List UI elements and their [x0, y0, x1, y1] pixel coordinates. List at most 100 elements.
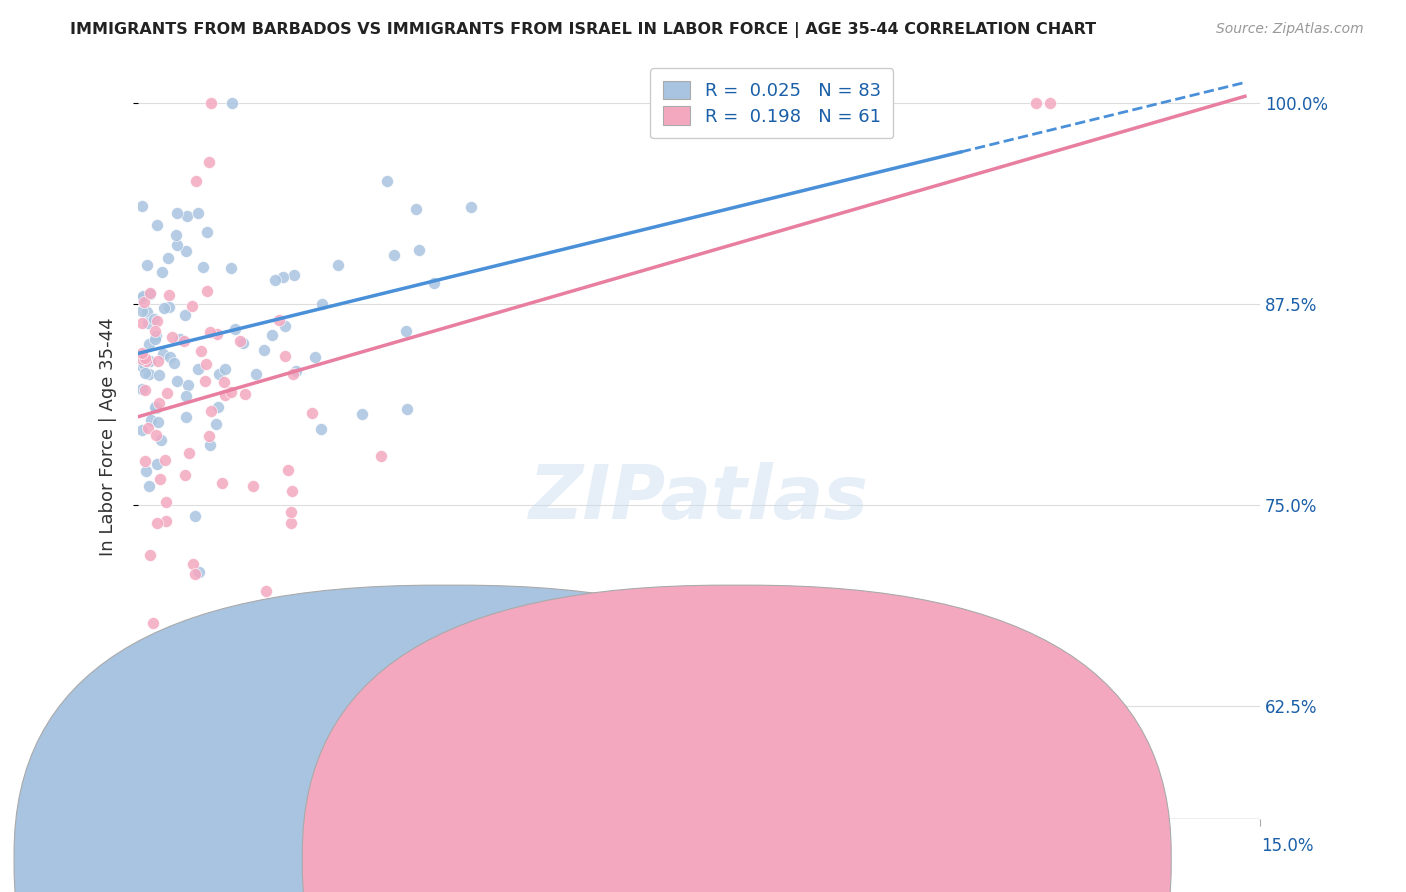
Point: [405, 202, 427, 216]
Point: [232, 335, 254, 350]
Point: [146, 314, 169, 328]
Point: [152, 347, 174, 361]
Point: [214, 375, 236, 389]
Point: [200, 404, 222, 418]
Point: [142, 615, 165, 630]
Point: [195, 284, 218, 298]
Point: [143, 324, 166, 338]
Point: [183, 566, 205, 581]
Point: [136, 305, 159, 319]
Point: [174, 308, 197, 322]
Point: [191, 260, 214, 274]
Point: [148, 396, 170, 410]
Point: [146, 516, 169, 530]
Point: [131, 351, 153, 366]
Point: [187, 206, 209, 220]
Point: [156, 386, 179, 401]
Point: [157, 300, 180, 314]
Point: [138, 336, 160, 351]
Point: [174, 389, 197, 403]
Point: [174, 467, 197, 482]
Point: [198, 429, 221, 443]
Point: [184, 508, 207, 523]
Point: [253, 343, 276, 357]
Text: Source: ZipAtlas.com: Source: ZipAtlas.com: [1216, 22, 1364, 37]
Point: [200, 325, 222, 339]
Point: [283, 368, 305, 382]
Point: [132, 294, 155, 309]
Point: [395, 402, 418, 417]
Point: [148, 368, 170, 383]
Point: [309, 422, 332, 436]
Point: [135, 464, 157, 478]
Point: [153, 301, 176, 315]
Point: [177, 446, 200, 460]
Point: [269, 312, 291, 326]
Point: [304, 350, 326, 364]
Point: [301, 407, 323, 421]
Point: [131, 303, 153, 318]
Point: [190, 343, 212, 358]
Point: [166, 206, 188, 220]
Point: [138, 479, 160, 493]
Point: [254, 584, 277, 599]
Point: [134, 454, 156, 468]
Point: [145, 400, 167, 414]
Point: [165, 228, 187, 243]
Point: [146, 457, 169, 471]
Point: [382, 247, 405, 261]
Point: [177, 377, 200, 392]
Point: [233, 387, 256, 401]
Point: [221, 96, 243, 111]
Point: [350, 407, 373, 421]
Point: [132, 289, 155, 303]
Point: [143, 332, 166, 346]
Legend: R =  0.025   N = 83, R =  0.198   N = 61: R = 0.025 N = 83, R = 0.198 N = 61: [651, 68, 893, 138]
Point: [166, 238, 188, 252]
Point: [145, 428, 167, 442]
Point: [245, 367, 267, 381]
Point: [159, 350, 181, 364]
Point: [284, 364, 307, 378]
Point: [131, 423, 153, 437]
Point: [195, 226, 218, 240]
Point: [134, 367, 156, 381]
Point: [207, 401, 229, 415]
Point: [138, 367, 160, 381]
Text: Immigrants from Israel: Immigrants from Israel: [727, 850, 918, 868]
Point: [139, 548, 162, 562]
Point: [194, 357, 217, 371]
Y-axis label: In Labor Force | Age 35-44: In Labor Force | Age 35-44: [100, 318, 117, 557]
Point: [283, 268, 305, 282]
Point: [156, 251, 179, 265]
Point: [139, 287, 162, 301]
Point: [138, 354, 160, 368]
Point: [148, 353, 170, 368]
Point: [132, 357, 155, 371]
Point: [181, 557, 204, 571]
Point: [139, 285, 162, 300]
Point: [131, 345, 153, 359]
Point: [145, 329, 167, 343]
Text: IMMIGRANTS FROM BARBADOS VS IMMIGRANTS FROM ISRAEL IN LABOR FORCE | AGE 35-44 CO: IMMIGRANTS FROM BARBADOS VS IMMIGRANTS F…: [70, 22, 1097, 38]
Point: [274, 318, 297, 333]
Text: Immigrants from Barbados: Immigrants from Barbados: [416, 850, 638, 868]
Point: [187, 565, 209, 579]
Point: [136, 316, 159, 330]
Point: [395, 324, 418, 338]
Point: [271, 270, 294, 285]
Point: [219, 261, 242, 276]
Point: [200, 96, 222, 111]
Point: [131, 199, 153, 213]
Point: [197, 154, 219, 169]
Point: [136, 421, 159, 435]
Point: [157, 288, 180, 302]
Point: [174, 409, 197, 424]
Point: [260, 327, 283, 342]
Point: [135, 354, 157, 368]
Point: [194, 375, 217, 389]
Point: [375, 174, 398, 188]
Point: [173, 334, 195, 348]
Point: [211, 475, 233, 490]
Point: [131, 316, 153, 330]
